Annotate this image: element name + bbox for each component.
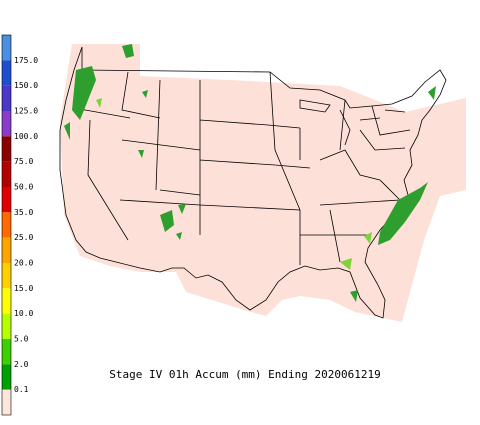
rain-area	[72, 66, 96, 120]
color-legend: 175.0 150.0 125.0 100.0 75.0 50.0 35.0 25.0 20.0…	[1, 34, 38, 416]
legend-swatch	[2, 136, 11, 162]
legend-label: 25.0	[14, 233, 33, 242]
legend-swatch	[2, 35, 11, 61]
caption: Stage IV 01h Accum (mm) Ending 202006121…	[109, 368, 381, 381]
rain-areas	[64, 44, 436, 302]
legend-label: 5.0	[14, 335, 29, 344]
legend-label: 0.1	[14, 385, 29, 394]
legend-swatch	[2, 339, 11, 365]
lakes	[299, 99, 406, 146]
legend-swatch	[2, 60, 11, 86]
legend-label: 125.0	[14, 107, 38, 116]
legend-swatch	[2, 111, 11, 137]
state-lines	[73, 71, 411, 265]
legend-label: 20.0	[14, 259, 33, 268]
legend-swatch	[2, 364, 11, 390]
legend-swatch	[2, 187, 11, 213]
legend-label: 2.0	[14, 360, 29, 369]
map	[59, 44, 466, 322]
rain-area	[122, 44, 134, 58]
legend-swatch	[2, 389, 11, 415]
legend-swatch	[2, 212, 11, 238]
legend-label: 175.0	[14, 56, 38, 65]
legend-label: 15.0	[14, 284, 33, 293]
legend-label: 10.0	[14, 309, 33, 318]
legend-label: 75.0	[14, 157, 33, 166]
legend-label: 50.0	[14, 183, 33, 192]
legend-swatch	[2, 85, 11, 111]
legend-label: 35.0	[14, 208, 33, 217]
rain-area	[378, 182, 428, 245]
legend-swatch	[2, 313, 11, 339]
legend-swatch	[2, 263, 11, 289]
legend-swatch	[2, 288, 11, 314]
legend-label: 100.0	[14, 132, 38, 141]
legend-label: 150.0	[14, 81, 38, 90]
us-outline	[59, 46, 447, 319]
legend-swatch	[2, 237, 11, 263]
legend-frame	[1, 34, 12, 416]
legend-swatch	[2, 161, 11, 187]
coverage-area	[60, 44, 466, 322]
